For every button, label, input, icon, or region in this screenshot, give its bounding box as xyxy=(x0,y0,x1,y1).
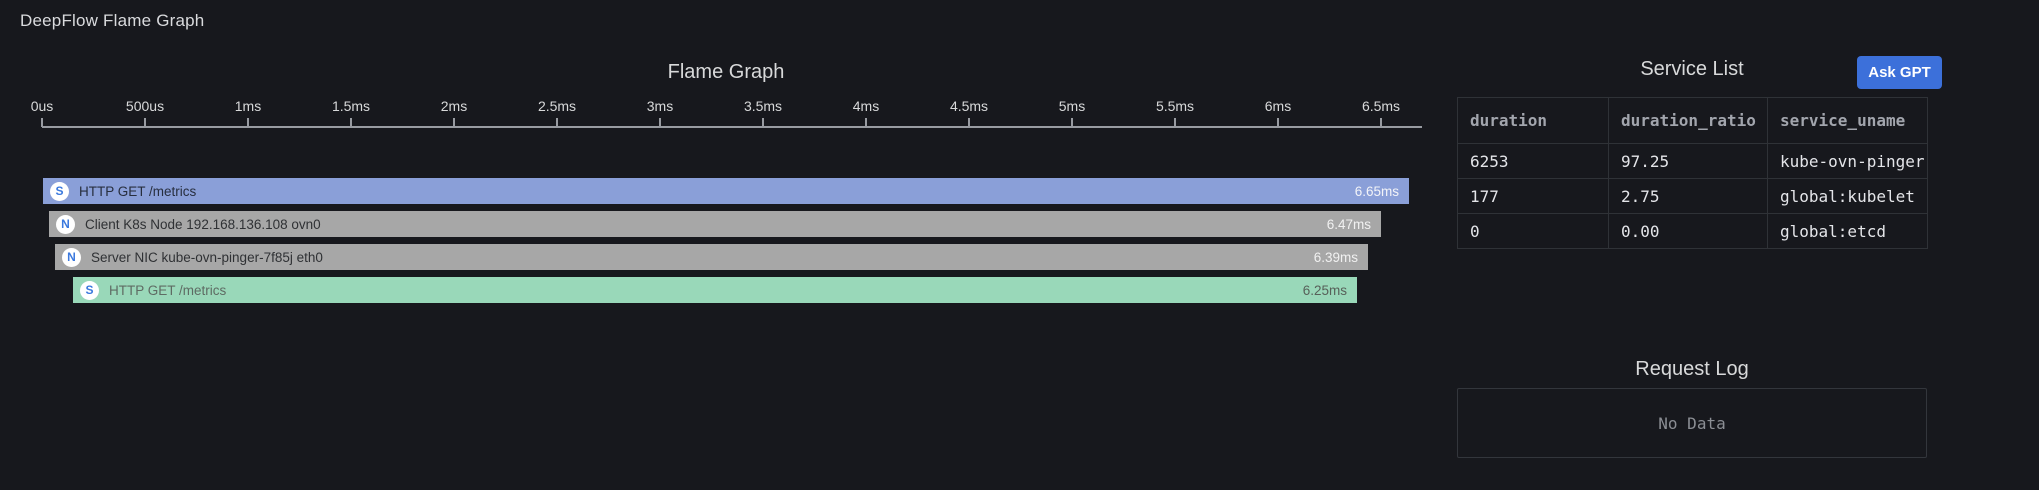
axis-tick-label: 3.5ms xyxy=(743,98,783,114)
axis-tick-label: 6.5ms xyxy=(1361,98,1401,114)
cell-service-uname: global:etcd xyxy=(1767,213,1928,249)
column-header-service-uname: service_uname xyxy=(1767,97,1928,144)
request-log-empty-box: No Data xyxy=(1457,388,1927,458)
system-span-icon: S xyxy=(80,280,99,300)
ask-gpt-button[interactable]: Ask GPT xyxy=(1857,56,1942,89)
axis-tick-label: 6ms xyxy=(1264,98,1292,114)
table-header-row: duration duration_ratio service_uname xyxy=(1457,97,1928,144)
flame-bar-duration: 6.39ms xyxy=(1313,249,1358,265)
flame-bar-client-k8s-node[interactable]: N Client K8s Node 192.168.136.108 ovn0 6… xyxy=(49,211,1381,237)
axis-tick-mark xyxy=(350,118,352,127)
flame-bar-duration: 6.65ms xyxy=(1354,183,1399,199)
axis-line xyxy=(42,126,1422,128)
cell-duration-ratio: 97.25 xyxy=(1608,143,1768,179)
axis-tick-mark xyxy=(1380,118,1382,127)
axis-tick-label: 5.5ms xyxy=(1155,98,1195,114)
axis-tick-mark xyxy=(144,118,146,127)
table-row[interactable]: 6253 97.25 kube-ovn-pinger xyxy=(1457,143,1928,179)
cell-duration: 6253 xyxy=(1457,143,1609,179)
axis-tick-label: 2.5ms xyxy=(537,98,577,114)
axis-tick-mark xyxy=(968,118,970,127)
axis-tick-label: 4.5ms xyxy=(949,98,989,114)
network-span-icon: N xyxy=(56,214,75,234)
column-header-duration-ratio: duration_ratio xyxy=(1608,97,1768,144)
axis-tick-label: 3ms xyxy=(646,98,674,114)
flame-bar-http-get-metrics-client[interactable]: S HTTP GET /metrics 6.65ms xyxy=(43,178,1409,204)
service-list-title: Service List xyxy=(1640,58,1744,80)
flame-bar-server-nic[interactable]: N Server NIC kube-ovn-pinger-7f85j eth0 … xyxy=(55,244,1368,270)
request-log-title: Request Log xyxy=(1635,358,1749,380)
cell-duration-ratio: 2.75 xyxy=(1608,178,1768,214)
cell-duration: 177 xyxy=(1457,178,1609,214)
flame-bar-duration: 6.25ms xyxy=(1302,282,1347,298)
table-row[interactable]: 177 2.75 global:kubelet xyxy=(1457,178,1928,214)
time-axis: 0us 500us 1ms 1.5ms 2ms 2.5ms 3ms 3.5ms … xyxy=(0,98,1452,129)
axis-tick-mark xyxy=(865,118,867,127)
axis-tick-label: 0us xyxy=(30,98,54,114)
flame-bar-duration: 6.47ms xyxy=(1326,216,1371,232)
cell-service-uname: kube-ovn-pinger xyxy=(1767,143,1928,179)
service-list-table: duration duration_ratio service_uname 62… xyxy=(1457,97,1928,249)
flame-bar-label: HTTP GET /metrics xyxy=(109,282,227,298)
axis-tick-mark xyxy=(41,118,43,127)
axis-tick-label: 1.5ms xyxy=(331,98,371,114)
axis-tick-mark xyxy=(1277,118,1279,127)
flame-bar-label: Server NIC kube-ovn-pinger-7f85j eth0 xyxy=(91,249,323,265)
axis-tick-mark xyxy=(453,118,455,127)
axis-tick-mark xyxy=(247,118,249,127)
axis-tick-mark xyxy=(556,118,558,127)
column-header-duration: duration xyxy=(1457,97,1609,144)
flame-bar-label: Client K8s Node 192.168.136.108 ovn0 xyxy=(85,216,321,232)
axis-tick-mark xyxy=(762,118,764,127)
no-data-text: No Data xyxy=(1658,413,1726,433)
flame-bar-label: HTTP GET /metrics xyxy=(79,183,197,199)
axis-tick-label: 5ms xyxy=(1058,98,1086,114)
axis-tick-label: 4ms xyxy=(852,98,880,114)
cell-duration-ratio: 0.00 xyxy=(1608,213,1768,249)
flame-bars: S HTTP GET /metrics 6.65ms N Client K8s … xyxy=(0,0,1452,320)
axis-tick-mark xyxy=(1071,118,1073,127)
axis-tick-label: 2ms xyxy=(440,98,468,114)
axis-tick-mark xyxy=(659,118,661,127)
axis-tick-mark xyxy=(1174,118,1176,127)
cell-service-uname: global:kubelet xyxy=(1767,178,1928,214)
table-row[interactable]: 0 0.00 global:etcd xyxy=(1457,213,1928,249)
flame-bar-http-get-metrics-server[interactable]: S HTTP GET /metrics 6.25ms xyxy=(73,277,1357,303)
network-span-icon: N xyxy=(62,247,81,267)
system-span-icon: S xyxy=(50,181,69,201)
axis-tick-label: 500us xyxy=(125,98,165,114)
axis-tick-label: 1ms xyxy=(234,98,262,114)
flame-graph-title: Flame Graph xyxy=(667,61,785,83)
cell-duration: 0 xyxy=(1457,213,1609,249)
page-title: DeepFlow Flame Graph xyxy=(20,11,205,30)
